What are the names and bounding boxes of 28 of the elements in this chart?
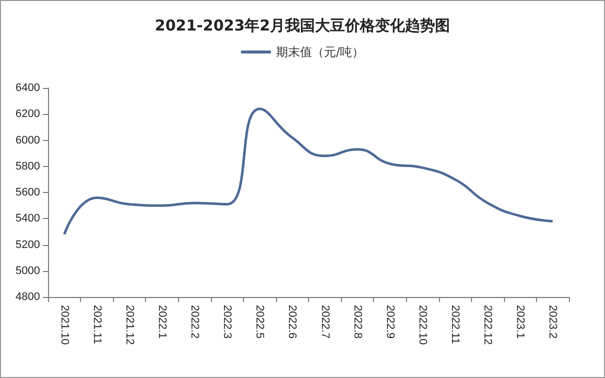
x-tick-label: 2023.2 [546,305,559,339]
y-tick-label: 5000 [16,264,40,277]
y-tick-label: 6400 [16,82,40,94]
x-tick-label: 2023.1 [514,305,526,339]
line-series [63,108,554,236]
x-tick-label: 2022.9 [384,305,396,339]
y-tick-label: 5800 [16,160,40,172]
legend-label: 期末值（元/吨） [276,45,364,59]
x-tick-label: 2022.5 [254,305,266,339]
x-tick-label: 2021.10 [58,305,70,345]
x-tick-label: 2022.7 [318,305,331,339]
y-tick-label: 5600 [16,186,40,198]
x-tick-label: 2022.11 [449,305,462,344]
y-tick-label: 5200 [16,238,40,251]
y-tick-label: 6000 [16,134,40,146]
chart-title: 2021-2023年2月我国大豆价格变化趋势图 [154,16,450,34]
x-tick-label: 2022.6 [286,305,298,339]
y-tick-label: 5400 [16,212,40,225]
x-tick-label: 2022.8 [351,305,364,339]
y-tick-label: 4800 [16,291,40,303]
x-tick-label: 2022.12 [482,305,494,345]
x-tick-label: 2022.3 [221,305,234,339]
x-tick-label: 2022.2 [188,305,201,339]
y-tick-label: 6200 [16,108,40,120]
x-tick-label: 2022.10 [416,305,428,345]
x-tick-label: 2022.1 [156,305,168,339]
x-tick-label: 2021.12 [123,305,136,345]
x-tick-label: 2021.11 [90,305,103,344]
